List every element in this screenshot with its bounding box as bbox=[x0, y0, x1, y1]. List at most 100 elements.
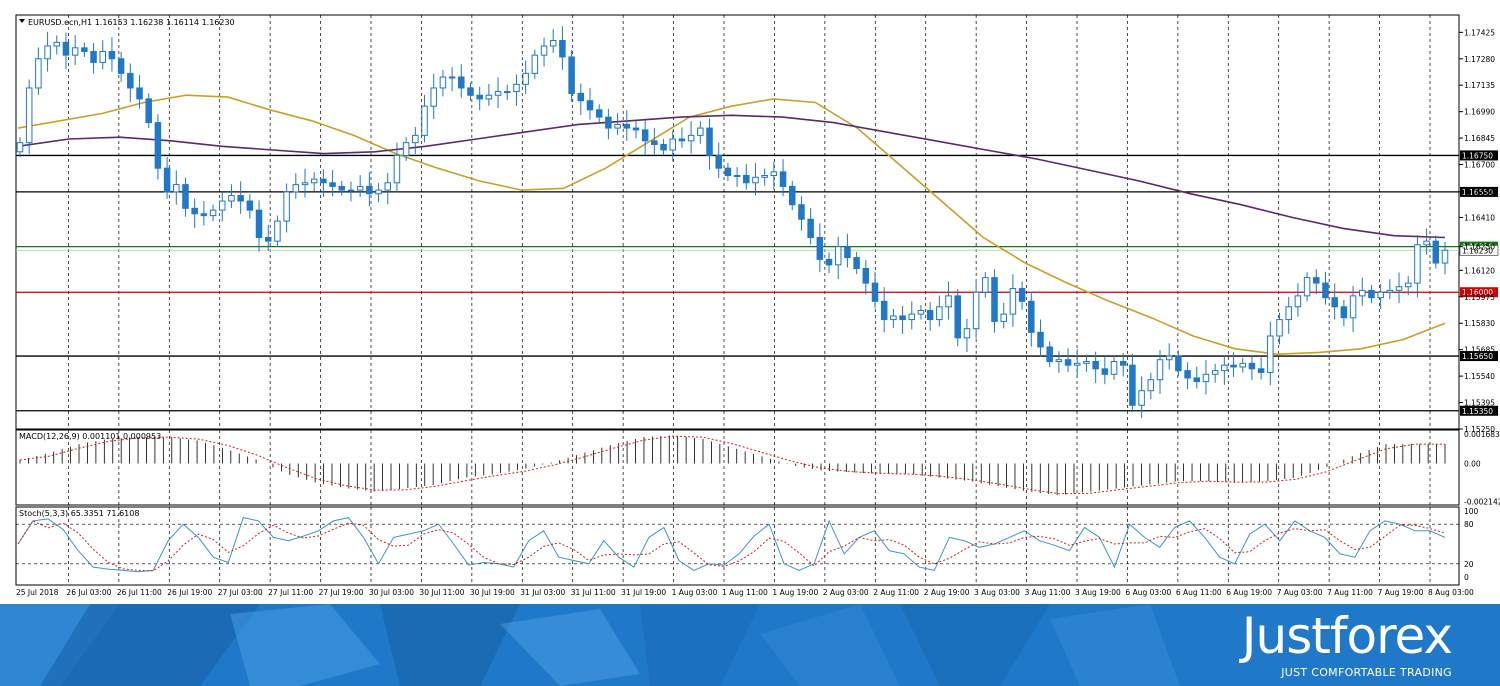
candle bbox=[982, 272, 989, 298]
candle-body-bear bbox=[586, 100, 594, 111]
candle-body-bull bbox=[687, 134, 695, 142]
candle-body-bull bbox=[1441, 249, 1449, 264]
candle-body-bull bbox=[292, 184, 300, 193]
candle-body-bear bbox=[320, 178, 327, 184]
time-tick-label: 27 Jul 11:00 bbox=[268, 588, 313, 597]
candle-body-bull bbox=[697, 127, 704, 136]
time-tick-label: 6 Aug 03:00 bbox=[1125, 588, 1171, 597]
candle bbox=[329, 170, 336, 197]
candle bbox=[816, 223, 824, 273]
candle-body-bull bbox=[1074, 362, 1081, 366]
candle-body-bear bbox=[1064, 359, 1072, 366]
candle-body-bear bbox=[641, 129, 649, 142]
candle-body-bear bbox=[117, 58, 125, 74]
stoch-main-line bbox=[17, 517, 1446, 573]
candle bbox=[228, 184, 235, 208]
candle-body-bear bbox=[623, 123, 631, 129]
candle-body-bull bbox=[430, 87, 437, 107]
level-label-bg bbox=[1460, 351, 1498, 362]
current-price-bg bbox=[1459, 245, 1499, 256]
candle bbox=[154, 114, 162, 180]
candle-body-bear bbox=[1184, 370, 1191, 379]
candle-body-bear bbox=[1028, 300, 1035, 333]
candle bbox=[44, 31, 51, 72]
main-panel-frame bbox=[15, 14, 1460, 586]
candle-body-bull bbox=[1156, 359, 1164, 381]
candle bbox=[1441, 241, 1449, 275]
candle-body-bear bbox=[651, 140, 658, 145]
candle bbox=[1009, 274, 1017, 327]
candle-body-bear bbox=[853, 257, 860, 270]
candle bbox=[568, 50, 575, 102]
price-tick-label: 1.17280 bbox=[1464, 55, 1495, 64]
time-tick-label: 26 Jul 11:00 bbox=[117, 588, 162, 597]
candle-body-bull bbox=[1414, 244, 1421, 284]
candle-body-bull bbox=[402, 142, 410, 156]
candle bbox=[733, 167, 741, 187]
candle-body-bear bbox=[844, 246, 851, 259]
time-tick-label: 6 Aug 11:00 bbox=[1176, 588, 1222, 597]
candle-body-bear bbox=[145, 98, 152, 124]
time-tick-label: 2 Aug 03:00 bbox=[823, 588, 869, 597]
candle bbox=[972, 279, 980, 339]
candle bbox=[595, 104, 603, 123]
time-tick-label: 30 Jul 03:00 bbox=[369, 588, 414, 597]
candle bbox=[1055, 351, 1063, 373]
level-label: 1.16750 bbox=[1462, 151, 1493, 160]
candle bbox=[945, 281, 952, 320]
candle-body-bull bbox=[1138, 390, 1145, 406]
stoch-tick-label: 80 bbox=[1464, 520, 1474, 529]
candle-body-bear bbox=[338, 185, 346, 191]
time-tick-label: 31 Jul 11:00 bbox=[571, 588, 616, 597]
candle-body-bear bbox=[1322, 282, 1329, 299]
candle bbox=[1101, 356, 1109, 385]
candle bbox=[127, 63, 134, 103]
candle bbox=[678, 127, 686, 148]
candle bbox=[1267, 321, 1274, 386]
time-tick-label: 3 Aug 03:00 bbox=[974, 588, 1020, 597]
candle bbox=[697, 121, 704, 144]
stoch-signal-line bbox=[17, 520, 1446, 572]
candle bbox=[1248, 354, 1256, 381]
candle-body-bear bbox=[789, 185, 796, 206]
candle-body-bear bbox=[724, 167, 732, 176]
candle-body-bull bbox=[669, 138, 677, 151]
candle bbox=[292, 173, 300, 199]
candle bbox=[1165, 343, 1173, 370]
candle-body-bear bbox=[1230, 364, 1237, 368]
candle-body-bull bbox=[1294, 295, 1302, 308]
candle bbox=[1175, 350, 1182, 377]
candle bbox=[954, 288, 962, 347]
candle bbox=[1083, 354, 1090, 372]
candle-body-bear bbox=[62, 41, 70, 56]
candle bbox=[844, 233, 851, 268]
candle bbox=[651, 128, 658, 155]
candle-body-bull bbox=[1055, 359, 1063, 363]
title-dropdown-icon[interactable] bbox=[19, 19, 25, 23]
stoch-tick-label: 0 bbox=[1464, 573, 1469, 582]
candle-body-bull bbox=[1202, 373, 1210, 383]
candle bbox=[1064, 348, 1072, 373]
candle-body-bull bbox=[71, 47, 79, 56]
macd-title: MACD(12,26,9) 0.001101 0.000953 bbox=[19, 432, 161, 441]
candle-body-bull bbox=[1276, 319, 1283, 337]
candle-body-bull bbox=[982, 277, 989, 293]
candle-body-bear bbox=[660, 143, 667, 151]
candle bbox=[632, 121, 640, 139]
candle-body-bear bbox=[476, 94, 483, 100]
candle-body-bear bbox=[899, 315, 906, 321]
candle bbox=[393, 142, 401, 193]
candle-body-bull bbox=[1147, 379, 1155, 392]
candle bbox=[375, 183, 382, 203]
candle-body-bear bbox=[862, 268, 870, 284]
candle-body-bull bbox=[439, 76, 447, 89]
brand-tagline: JUST COMFORTABLE TRADING bbox=[1281, 666, 1452, 679]
candle-body-bull bbox=[448, 76, 456, 79]
time-tick-label: 3 Aug 19:00 bbox=[1075, 588, 1121, 597]
candle-body-bull bbox=[99, 50, 107, 63]
candle bbox=[752, 163, 759, 196]
price-tick-label: 1.15250 bbox=[1464, 425, 1495, 434]
macd-tick-label: -0.002142 bbox=[1464, 497, 1500, 506]
candle bbox=[1193, 366, 1201, 389]
candle bbox=[1386, 279, 1394, 300]
